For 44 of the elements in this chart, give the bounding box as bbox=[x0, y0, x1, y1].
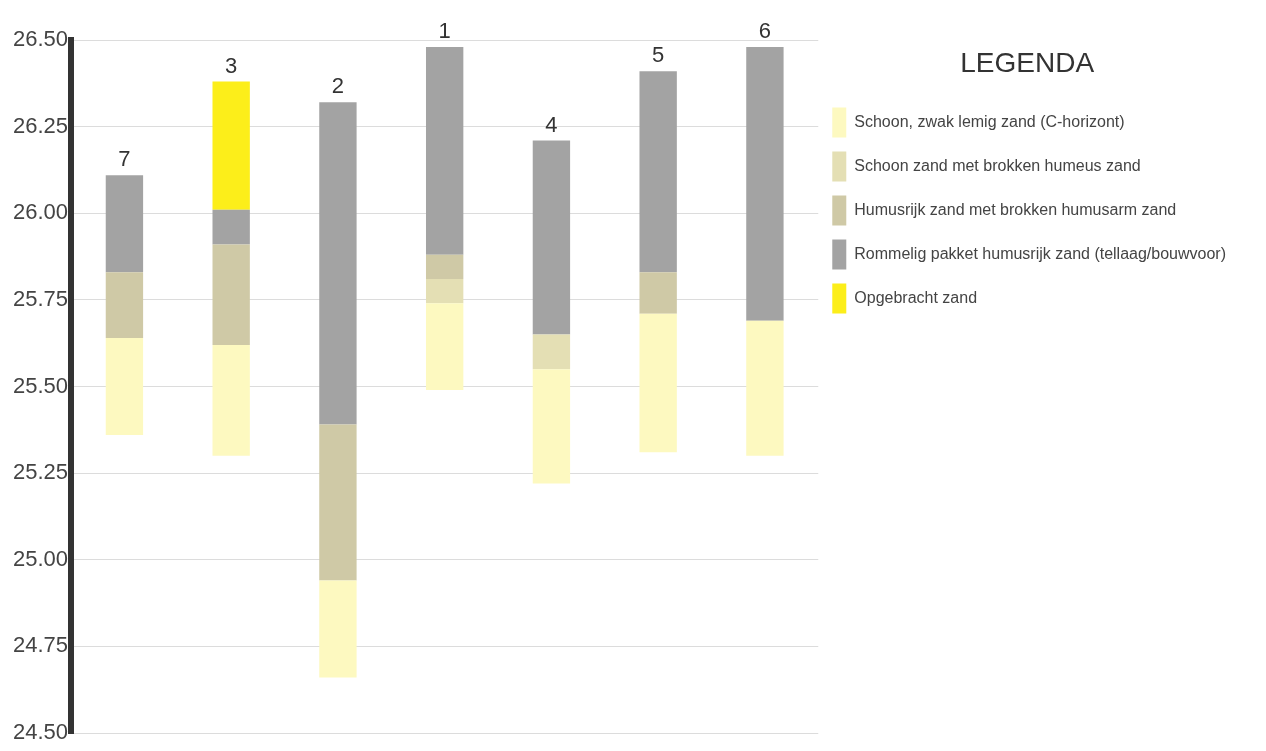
legend-title: LEGENDA bbox=[960, 46, 1095, 78]
y-tick-label: 25.75 bbox=[12, 285, 69, 311]
y-tick-label: 25.50 bbox=[12, 372, 69, 398]
y-tick-label: 25.00 bbox=[12, 545, 69, 571]
y-tick-label: 25.25 bbox=[12, 459, 69, 485]
x-tick-label: 4 bbox=[545, 111, 558, 137]
bar bbox=[425, 303, 464, 390]
bar bbox=[319, 580, 357, 678]
bar bbox=[212, 81, 250, 210]
x-tick-label: 6 bbox=[758, 17, 772, 43]
legend-label: Opgebracht zand bbox=[854, 289, 978, 307]
bar bbox=[105, 175, 144, 273]
bar bbox=[532, 334, 571, 370]
x-tick-label: 5 bbox=[652, 42, 665, 68]
bar bbox=[639, 313, 677, 453]
bar bbox=[639, 272, 677, 314]
y-tick-label: 24.50 bbox=[12, 719, 69, 745]
bar bbox=[212, 244, 250, 345]
bar bbox=[105, 337, 144, 436]
bar bbox=[425, 46, 464, 255]
bar bbox=[532, 140, 571, 335]
bar bbox=[746, 320, 784, 456]
bar bbox=[532, 369, 571, 484]
bar bbox=[425, 279, 464, 304]
y-tick-label: 26.00 bbox=[12, 199, 69, 225]
bar bbox=[212, 209, 250, 245]
bar bbox=[639, 71, 677, 273]
x-tick-label: 1 bbox=[438, 17, 451, 43]
x-tick-label: 7 bbox=[118, 146, 131, 172]
x-tick-label: 3 bbox=[225, 52, 238, 78]
bar bbox=[105, 272, 144, 338]
x-tick-label: 2 bbox=[331, 73, 345, 99]
bar bbox=[425, 254, 464, 280]
y-tick-label: 26.25 bbox=[12, 112, 69, 138]
legend-label: Schoon, zwak lemig zand (C-horizont) bbox=[854, 113, 1125, 131]
bar bbox=[746, 46, 784, 321]
y-tick-label: 24.75 bbox=[12, 632, 69, 658]
bar bbox=[212, 344, 250, 456]
bar bbox=[319, 102, 357, 425]
legend-label: Humusrijk zand met brokken humusarm zand bbox=[854, 201, 1177, 219]
legend-label: Schoon zand met brokken humeus zand bbox=[854, 157, 1141, 175]
legend-label: Rommelig pakket humusrijk zand (tellaag/bouwvoor) bbox=[854, 245, 1226, 263]
y-tick-label: 26.50 bbox=[12, 26, 69, 52]
bar bbox=[319, 424, 357, 581]
